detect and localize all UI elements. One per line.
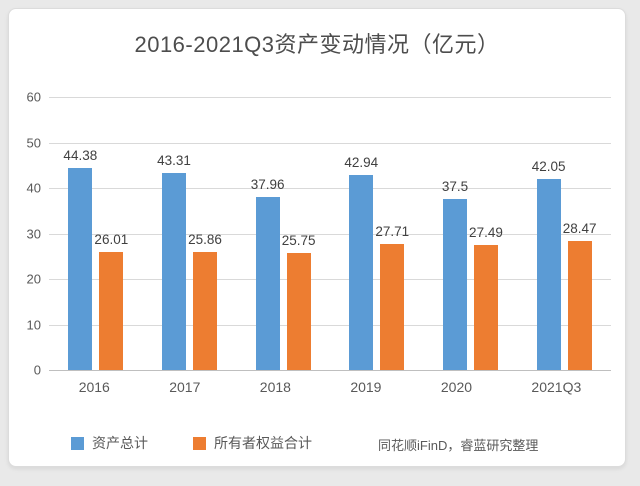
bar-value-label: 37.5 [441, 179, 469, 195]
y-tick-label-60: 60 [26, 89, 41, 105]
source-note: 同花顺iFinD，睿蓝研究整理 [378, 438, 539, 453]
bar-series0-2020: 37.5 [442, 179, 468, 370]
chart-card: 2016-2021Q3资产变动情况（亿元） 0 10 20 30 40 50 60 44.3… [8, 8, 626, 467]
bar-group-2016: 44.38 26.01 [63, 97, 128, 370]
bar-series0-2019: 42.94 [344, 155, 378, 370]
gridline-40 [49, 188, 611, 189]
x-tick-label-2021Q3: 2021Q3 [531, 379, 582, 395]
bar-series0-2021Q3: 42.05 [532, 159, 566, 370]
x-tick-label-2020: 2020 [440, 379, 473, 395]
bar-value-label: 25.86 [188, 232, 222, 248]
bar-value-label: 26.01 [94, 231, 129, 247]
y-tick-label-30: 30 [26, 226, 41, 241]
y-tick-label-10: 10 [26, 317, 41, 332]
x-tick-label-2016: 2016 [78, 379, 110, 395]
x-axis: 2016 2017 2018 2019 2020 2021Q3 [49, 379, 611, 395]
bar-series1-2017: 25.86 [188, 232, 222, 370]
bar-series0-2018: 37.96 [251, 177, 285, 370]
gridline-50 [49, 142, 611, 144]
legend: 资产总计 所有者权益合计 [71, 433, 312, 453]
y-tick-label-40: 40 [26, 180, 41, 196]
bar-value-label: 28.47 [562, 220, 597, 236]
gridline-0 [49, 370, 611, 371]
bar-value-label: 25.75 [281, 232, 316, 248]
bar-series1-2021Q3: 28.47 [563, 221, 597, 370]
bar-group-2018: 37.96 25.75 [251, 97, 316, 370]
legend-label-total-assets: 资产总计 [92, 435, 148, 451]
bar-value-label: 43.31 [157, 152, 191, 168]
bar-group-2021Q3: 42.05 28.47 [532, 97, 597, 370]
y-tick-label-20: 20 [26, 271, 41, 287]
gridline-60 [49, 97, 611, 98]
bar-series0-2016: 44.38 [63, 148, 97, 370]
bar-value-label: 42.05 [531, 158, 566, 174]
legend-swatch-owners-equity [193, 436, 206, 450]
bar-series1-2016: 26.01 [94, 232, 128, 370]
legend-item-total-assets: 资产总计 [71, 433, 148, 453]
bar-value-label: 27.71 [375, 223, 410, 239]
plot-area: 44.38 26.01 43.31 25.86 37.96 25.75 42.94 27.71… [49, 97, 611, 371]
bar-value-label: 44.38 [63, 148, 98, 164]
x-tick-label-2018: 2018 [259, 379, 291, 395]
y-tick-label-50: 50 [26, 135, 41, 150]
gridline-30 [49, 233, 611, 235]
x-tick-label-2019: 2019 [350, 379, 382, 395]
bar-series1-2018: 25.75 [282, 233, 316, 370]
bar-group-2017: 43.31 25.86 [157, 97, 222, 370]
bar-value-label: 37.96 [250, 177, 285, 193]
bar-series0-2017: 43.31 [157, 153, 191, 370]
chart-title: 2016-2021Q3资产变动情况（亿元） [134, 32, 500, 57]
bar-group-2020: 37.5 27.49 [442, 97, 503, 370]
legend-item-owners-equity: 所有者权益合计 [193, 433, 312, 453]
bar-groups: 44.38 26.01 43.31 25.86 37.96 25.75 42.94 27.71… [49, 97, 611, 370]
bar-value-label: 42.94 [344, 154, 379, 170]
y-tick-label-0: 0 [33, 362, 41, 378]
legend-swatch-total-assets [71, 436, 84, 450]
gridline-10 [49, 324, 611, 326]
legend-label-owners-equity: 所有者权益合计 [214, 435, 312, 451]
gridline-20 [49, 279, 611, 280]
y-axis: 0 10 20 30 40 50 60 [9, 90, 43, 378]
bar-value-label: 27.49 [469, 224, 503, 240]
bar-series1-2020: 27.49 [469, 225, 503, 370]
bar-series1-2019: 27.71 [375, 224, 409, 370]
bar-group-2019: 42.94 27.71 [344, 97, 409, 370]
x-tick-label-2017: 2017 [169, 379, 201, 395]
